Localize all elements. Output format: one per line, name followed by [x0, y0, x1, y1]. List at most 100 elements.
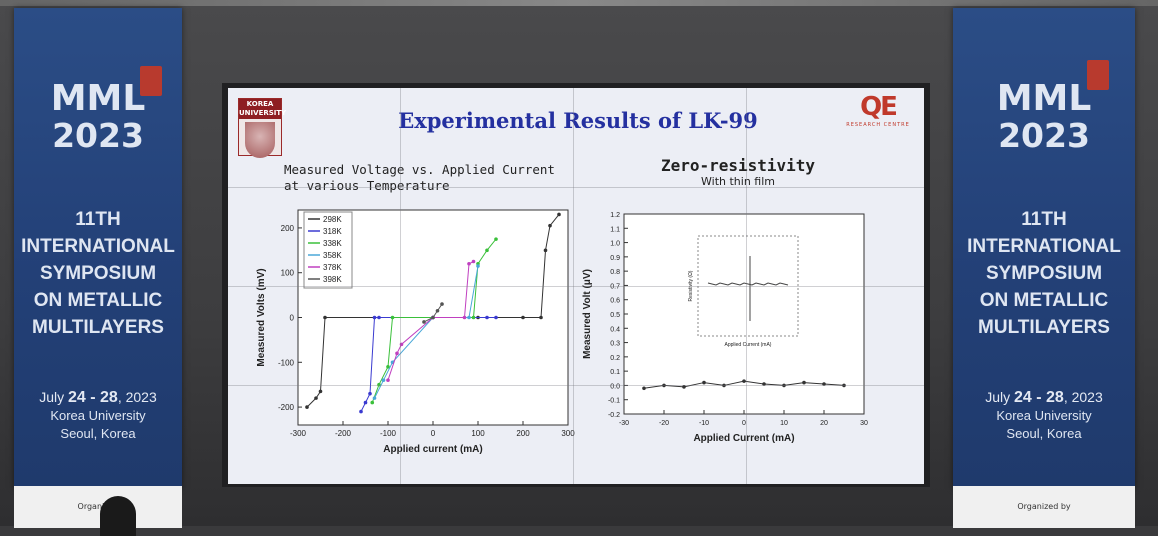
data-point	[662, 383, 666, 388]
y-tick-label: -200	[278, 403, 295, 412]
tiger-crest-icon	[245, 122, 275, 158]
data-point	[386, 378, 390, 383]
y-tick-label: 0.3	[610, 341, 620, 348]
banner-venue: Korea University	[996, 408, 1092, 423]
data-point	[722, 383, 726, 388]
banner-city: Seoul, Korea	[1006, 426, 1082, 441]
legend-box	[303, 211, 353, 289]
data-point	[494, 237, 498, 241]
screen-seam	[400, 88, 401, 484]
banner-year: 2023	[52, 116, 144, 155]
data-point	[485, 315, 489, 320]
data-point	[435, 308, 440, 313]
banner-year: 2023	[998, 116, 1090, 155]
data-point	[440, 302, 444, 306]
data-point	[476, 264, 480, 268]
y-tick-label: 1.2	[610, 212, 620, 219]
legend-entry: 358K	[323, 251, 342, 260]
y-tick-label: 100	[281, 269, 295, 278]
zero-resistivity-chart: -30 -20 -10 0 10 20 30 -0.2 -0.1 0.0 0.1 0.2 0.3 0.4 0…	[582, 212, 868, 444]
left-chart-subtitle: Measured Voltage vs. Applied Current at …	[284, 162, 555, 193]
data-point	[381, 378, 386, 383]
x-tick-label: 100	[471, 429, 485, 438]
x-axis-label: Applied Current (mA)	[693, 433, 794, 444]
y-tick-label: 0.8	[610, 269, 620, 276]
banner-footer: Organized	[14, 486, 182, 528]
data-point	[372, 315, 377, 320]
series-line	[423, 303, 443, 323]
x-tick-label: 10	[780, 420, 788, 427]
data-point	[363, 400, 368, 405]
banner-left: MML 2023 11TH INTERNATIONAL SYMPOSIUM ON…	[14, 8, 182, 528]
presentation-slide: KOREA UNIVERSITY Experimental Results of…	[228, 88, 924, 484]
y-tick-label: 0.4	[610, 326, 620, 333]
data-point	[485, 248, 489, 253]
y-tick-label: 0.2	[610, 355, 620, 362]
data-point	[682, 385, 686, 389]
x-tick-label: -30	[619, 420, 629, 427]
data-point	[372, 396, 377, 400]
data-point	[368, 391, 372, 396]
data-point	[543, 248, 548, 253]
logo-cube-icon	[1087, 60, 1109, 90]
banner-symposium: 11TH INTERNATIONAL SYMPOSIUM ON METALLIC…	[967, 209, 1121, 338]
banner-title: MML	[996, 78, 1092, 119]
screen-seam	[746, 88, 747, 484]
korea-university-logo: KOREA UNIVERSITY	[238, 98, 286, 158]
y-tick-label: 0	[290, 314, 295, 323]
y-tick-label: 0.5	[610, 312, 620, 319]
data-point	[702, 380, 706, 385]
data-point	[395, 351, 399, 356]
data-point	[548, 223, 552, 228]
screen-seam	[228, 286, 924, 287]
iv-chart-temperature: -300 -200 -100 0 100 200 300 -200 -100 0 100 200 App…	[256, 209, 575, 455]
data-point	[462, 315, 467, 320]
y-tick-label: -0.2	[608, 412, 620, 419]
y-tick-label: -0.1	[608, 398, 620, 405]
inset-series-line	[707, 282, 789, 286]
data-point	[318, 389, 323, 394]
banner-symposium: 11TH INTERNATIONAL SYMPOSIUM ON METALLIC…	[21, 209, 175, 338]
screen-seam	[573, 88, 574, 484]
data-point	[842, 383, 846, 388]
x-tick-label: 0	[431, 429, 436, 438]
banner-title: MML	[50, 78, 146, 119]
data-point	[467, 315, 471, 320]
y-tick-label: 0.9	[610, 255, 620, 262]
y-axis-label: Measured Volt (μV)	[582, 269, 593, 359]
y-tick-label: 0.1	[610, 369, 620, 376]
data-point	[377, 315, 381, 320]
data-point	[370, 400, 375, 405]
audience-head	[100, 496, 136, 536]
data-point	[399, 342, 404, 347]
x-tick-label: 20	[820, 420, 828, 427]
x-tick-label: -20	[659, 420, 669, 427]
banner-footer: Organized by	[953, 486, 1135, 528]
x-tick-label: 0	[742, 420, 746, 427]
data-point	[305, 405, 309, 409]
y-tick-label: 0.0	[610, 383, 620, 390]
x-tick-label: -200	[335, 429, 352, 438]
data-point	[742, 379, 746, 383]
data-point	[822, 382, 826, 386]
y-axis-label: Measured Volts (mV)	[256, 268, 267, 366]
data-point	[471, 259, 476, 264]
data-point	[431, 315, 435, 320]
data-point	[762, 382, 766, 386]
inset-plot-area	[697, 235, 799, 337]
data-point	[390, 315, 395, 320]
slide-title: Experimental Results of LK-99	[398, 108, 758, 133]
data-point	[386, 364, 390, 369]
x-tick-label: -300	[290, 429, 307, 438]
data-point	[642, 386, 646, 391]
legend-entry: 378K	[323, 263, 342, 272]
data-point	[377, 382, 381, 387]
series-line	[374, 265, 479, 399]
ceiling-light	[0, 0, 1158, 6]
y-tick-label: 0.7	[610, 283, 620, 290]
y-tick-label: 200	[281, 224, 295, 233]
data-point	[467, 261, 471, 266]
legend-entry: 318K	[323, 227, 342, 236]
logo-cube-icon	[140, 66, 162, 96]
screen-seam	[228, 187, 924, 188]
